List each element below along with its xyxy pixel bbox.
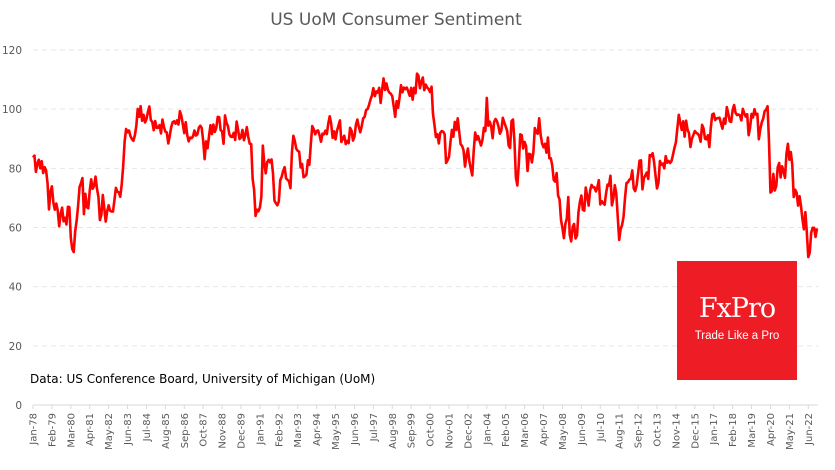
y-tick-label: 100 — [2, 104, 22, 116]
x-tick-label: Nov-14 — [671, 413, 682, 449]
x-tick-label: May-08 — [558, 413, 569, 450]
x-tick-label: Mar-80 — [66, 413, 77, 448]
x-tick-label: Nov-88 — [218, 413, 229, 449]
x-tick-label: Jun-96 — [350, 413, 361, 446]
x-tick-label: May-95 — [331, 413, 342, 450]
x-tick-label: Sep-12 — [634, 413, 645, 448]
x-tick-label: Feb-18 — [728, 413, 739, 447]
x-tick-label: Apr-07 — [539, 413, 550, 446]
x-tick-label: Jun-22 — [804, 413, 815, 446]
fxpro-logo: FxPro Trade Like a Pro — [677, 261, 797, 380]
logo-tagline: Trade Like a Pro — [694, 330, 780, 342]
x-tick-label: Dec-02 — [463, 413, 474, 449]
x-tick-label: Jan-78 — [29, 413, 40, 446]
x-tick-label: Apr-94 — [312, 413, 323, 446]
y-tick-label: 20 — [9, 341, 22, 353]
x-tick-label: Sep-99 — [407, 413, 418, 448]
x-tick-label: Mar-93 — [293, 413, 304, 448]
x-tick-label: Oct-87 — [199, 413, 210, 447]
x-tick-label: Dec-15 — [690, 413, 701, 449]
x-tick-label: Nov-01 — [445, 413, 456, 449]
y-tick-label: 40 — [9, 282, 22, 294]
x-tick-label: Jan-04 — [482, 413, 493, 446]
x-tick-label: Oct-00 — [426, 413, 437, 447]
y-tick-label: 60 — [9, 223, 22, 235]
x-tick-label: May-21 — [785, 413, 796, 450]
x-tick-label: Mar-06 — [520, 413, 531, 448]
y-tick-label: 0 — [15, 400, 22, 412]
series-line-consumer-sentiment — [31, 72, 819, 259]
x-tick-label: Aug-11 — [615, 413, 626, 449]
x-tick-label: Jun-83 — [123, 413, 134, 446]
y-axis-ticks: 0 20 40 60 80 100 120 — [2, 45, 22, 412]
gridlines — [33, 49, 818, 347]
x-axis-ticks: Jan-78 Feb-79 Mar-80 Apr-81 May-82 Jun-83 Jul-… — [29, 405, 815, 450]
x-tick-label: Jan-17 — [709, 413, 720, 446]
x-tick-label: Jan-91 — [255, 413, 266, 446]
chart-title: US UoM Consumer Sentiment — [270, 10, 522, 30]
x-tick-label: Jul-84 — [142, 413, 153, 442]
x-tick-label: Aug-98 — [388, 413, 399, 449]
x-tick-label: Aug-85 — [161, 413, 172, 449]
x-tick-label: Apr-81 — [85, 413, 96, 446]
x-tick-label: Dec-89 — [237, 413, 248, 449]
x-tick-label: Oct-13 — [653, 413, 664, 447]
x-tick-label: Jul-97 — [369, 413, 380, 442]
y-tick-label: 120 — [2, 45, 22, 57]
x-tick-label: Feb-05 — [501, 413, 512, 447]
x-tick-label: Feb-79 — [47, 413, 58, 447]
x-tick-label: Jul-10 — [596, 413, 607, 442]
x-tick-label: May-82 — [104, 413, 115, 450]
x-tick-label: Jun-09 — [577, 413, 588, 446]
x-tick-label: Mar-19 — [747, 413, 758, 448]
source-annotation: Data: US Conference Board, University of… — [30, 372, 375, 386]
y-tick-label: 80 — [9, 163, 22, 175]
logo-name: FxPro — [698, 293, 776, 324]
x-tick-label: Apr-20 — [766, 413, 777, 446]
x-tick-label: Feb-92 — [274, 413, 285, 447]
x-tick-label: Sep-86 — [180, 413, 191, 448]
